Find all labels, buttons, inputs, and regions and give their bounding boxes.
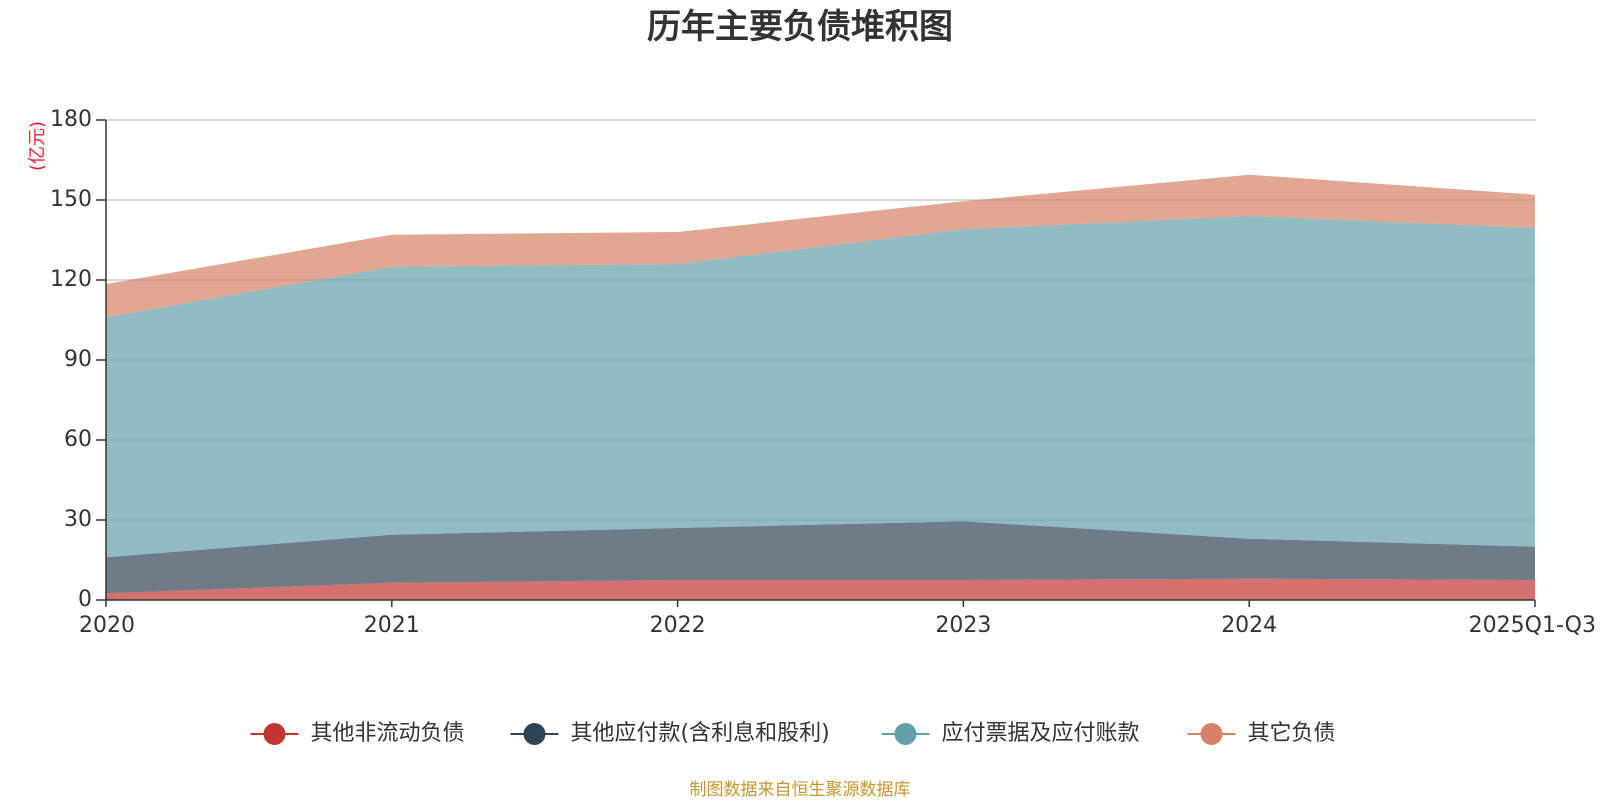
legend: 其他非流动负债 其他应付款(含利息和股利) 应付票据及应付账款 其它负债 [250, 721, 1336, 746]
legend-label-3: 应付票据及应付账款 [942, 721, 1140, 746]
x-axis-ticks: 2020 2021 2022 2023 2024 2025Q1-Q3 [79, 600, 1596, 638]
y-axis-unit-label: (亿元) [27, 121, 48, 171]
x-tick-label-1: 2020 [79, 613, 135, 638]
legend-label-1: 其他非流动负债 [311, 721, 465, 746]
legend-marker-4 [1200, 723, 1223, 745]
y-tick-label-180: 180 [50, 107, 92, 132]
legend-item-1[interactable]: 其他非流动负债 [250, 721, 465, 746]
y-tick-label-60: 60 [64, 427, 92, 452]
x-tick-label-5: 2024 [1221, 613, 1277, 638]
legend-marker-3 [894, 723, 917, 745]
data-source-note: 制图数据来自恒生聚源数据库 [690, 780, 911, 800]
x-tick-label-4: 2023 [935, 613, 991, 638]
legend-marker-1 [263, 723, 286, 745]
legend-item-3[interactable]: 应付票据及应付账款 [881, 721, 1140, 746]
area-series-1 [106, 578, 1535, 600]
y-tick-label-90: 90 [64, 347, 92, 372]
y-tick-label-120: 120 [50, 267, 92, 292]
y-axis-ticks: 0 30 60 90 120 150 180 [50, 107, 106, 612]
legend-marker-2 [523, 723, 546, 745]
x-tick-label-6: 2025Q1-Q3 [1469, 613, 1596, 638]
legend-label-4: 其它负债 [1248, 721, 1336, 746]
legend-item-2[interactable]: 其他应付款(含利息和股利) [510, 721, 830, 746]
y-tick-label-30: 30 [64, 507, 92, 532]
area-series-4 [106, 174, 1535, 318]
legend-item-4[interactable]: 其它负债 [1187, 721, 1336, 746]
x-tick-label-2: 2021 [364, 613, 420, 638]
area-series-group [106, 174, 1535, 600]
area-series-3 [106, 216, 1535, 558]
y-tick-label-150: 150 [50, 187, 92, 212]
chart-title: 历年主要负债堆积图 [647, 7, 953, 47]
area-series-2 [106, 521, 1535, 594]
legend-label-2: 其他应付款(含利息和股利) [571, 721, 830, 746]
y-tick-label-0: 0 [78, 587, 92, 612]
x-tick-label-3: 2022 [650, 613, 706, 638]
